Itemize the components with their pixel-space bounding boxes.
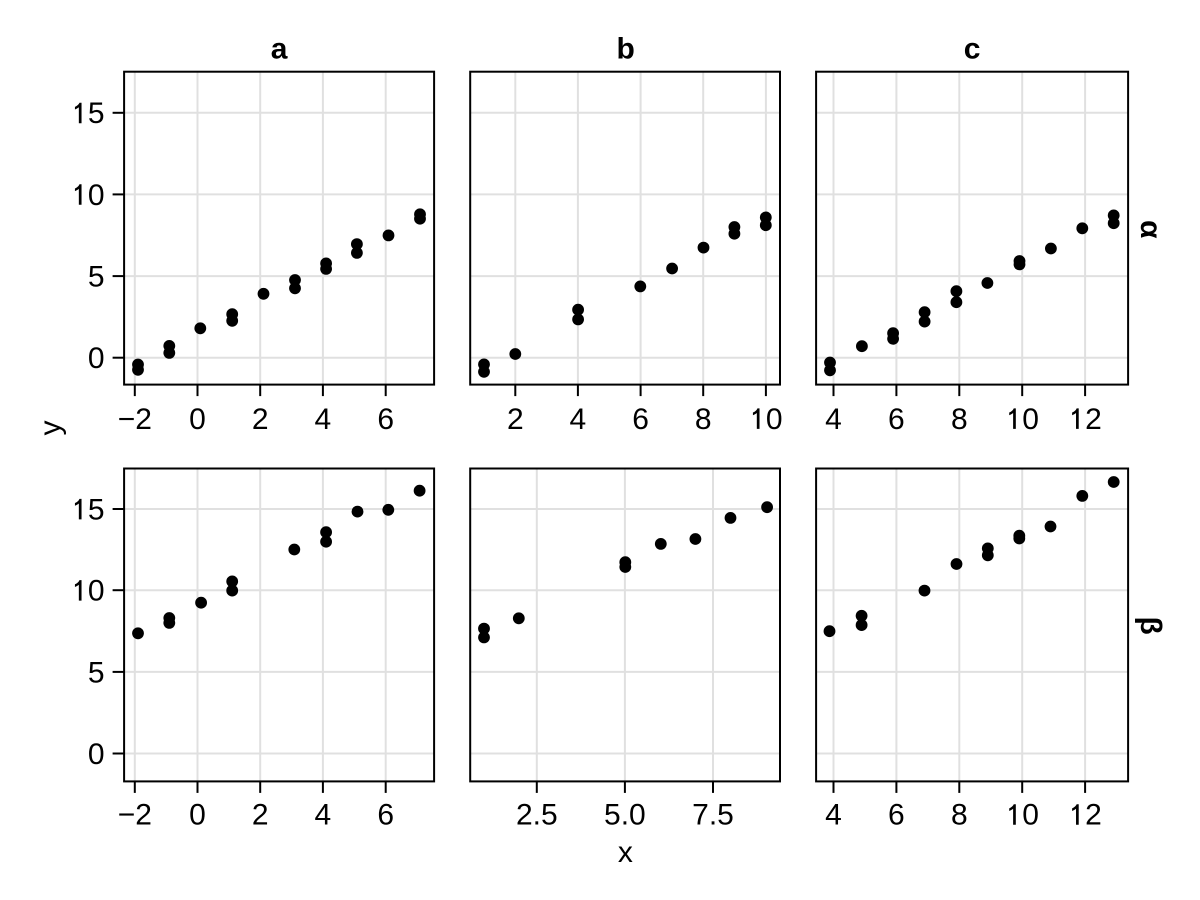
svg-text:8: 8 bbox=[695, 403, 712, 436]
svg-text:5: 5 bbox=[88, 261, 105, 294]
svg-text:8: 8 bbox=[951, 799, 968, 832]
svg-text:2: 2 bbox=[252, 403, 269, 436]
svg-text:6: 6 bbox=[377, 403, 394, 436]
svg-text:0: 0 bbox=[1022, 799, 1039, 832]
svg-text:6: 6 bbox=[888, 403, 905, 436]
svg-text:4: 4 bbox=[825, 799, 842, 832]
svg-text:5: 5 bbox=[88, 493, 105, 526]
svg-text:0: 0 bbox=[88, 575, 105, 608]
svg-text:2: 2 bbox=[1085, 403, 1102, 436]
svg-text:5: 5 bbox=[88, 97, 105, 130]
svg-text:0: 0 bbox=[88, 342, 105, 375]
svg-text:0: 0 bbox=[189, 799, 206, 832]
svg-text:0: 0 bbox=[766, 403, 783, 436]
svg-text:c: c bbox=[964, 32, 981, 65]
svg-text:y: y bbox=[34, 421, 67, 436]
svg-text:4: 4 bbox=[315, 799, 332, 832]
svg-text:−2: −2 bbox=[118, 799, 152, 832]
svg-text:a: a bbox=[271, 32, 288, 65]
svg-text:2: 2 bbox=[1085, 799, 1102, 832]
svg-text:7.5: 7.5 bbox=[692, 799, 734, 832]
svg-text:2: 2 bbox=[252, 799, 269, 832]
svg-text:α: α bbox=[1134, 220, 1167, 239]
svg-text:4: 4 bbox=[825, 403, 842, 436]
svg-text:6: 6 bbox=[632, 403, 649, 436]
svg-text:2: 2 bbox=[507, 403, 524, 436]
svg-text:0: 0 bbox=[88, 179, 105, 212]
svg-text:0: 0 bbox=[88, 738, 105, 771]
svg-text:b: b bbox=[617, 32, 635, 65]
svg-text:x: x bbox=[618, 836, 633, 869]
svg-text:4: 4 bbox=[570, 403, 587, 436]
svg-text:β: β bbox=[1134, 617, 1167, 635]
svg-text:8: 8 bbox=[951, 403, 968, 436]
svg-text:6: 6 bbox=[377, 799, 394, 832]
svg-text:2.5: 2.5 bbox=[516, 799, 558, 832]
svg-text:5.0: 5.0 bbox=[604, 799, 646, 832]
svg-text:0: 0 bbox=[189, 403, 206, 436]
svg-text:0: 0 bbox=[1022, 403, 1039, 436]
svg-text:5: 5 bbox=[88, 656, 105, 689]
svg-text:−2: −2 bbox=[118, 403, 152, 436]
svg-text:4: 4 bbox=[315, 403, 332, 436]
svg-text:6: 6 bbox=[888, 799, 905, 832]
